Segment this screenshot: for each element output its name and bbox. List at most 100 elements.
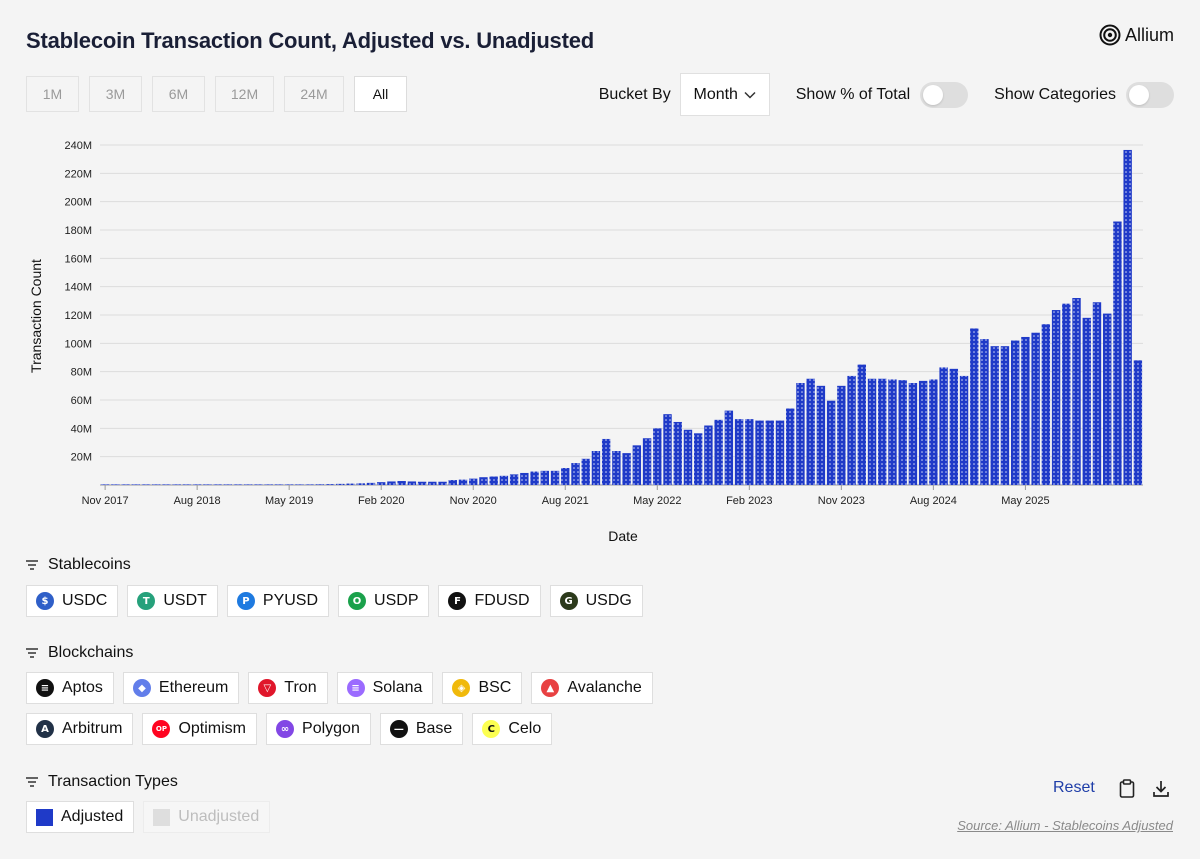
blockchain-chip-arbitrum[interactable]: A Arbitrum [26, 713, 134, 745]
stablecoin-chip-usdt[interactable]: T USDT [127, 585, 218, 617]
bar[interactable] [980, 339, 989, 485]
bar[interactable] [888, 379, 897, 485]
bar[interactable] [377, 482, 386, 485]
bar[interactable] [622, 453, 631, 485]
bar[interactable] [683, 429, 693, 485]
bar[interactable] [203, 484, 212, 485]
bar[interactable] [908, 383, 918, 485]
bar[interactable] [591, 451, 601, 485]
bar[interactable] [939, 367, 948, 485]
show-pct-toggle[interactable] [920, 81, 969, 108]
bar[interactable] [929, 379, 938, 485]
bar[interactable] [121, 484, 130, 485]
bar[interactable] [479, 477, 488, 485]
bar[interactable] [489, 476, 498, 486]
blockchain-chip-polygon[interactable]: ∞ Polygon [266, 713, 371, 745]
bar[interactable] [397, 481, 406, 485]
bar[interactable] [673, 421, 682, 485]
bar[interactable] [530, 471, 539, 485]
bar[interactable] [1103, 313, 1112, 485]
bar[interactable] [1031, 332, 1040, 485]
source-link[interactable]: Source: Allium - Stablecoins Adjusted [957, 818, 1173, 833]
blockchains-section-header[interactable]: Blockchains [26, 644, 133, 662]
stablecoin-chip-fdusd[interactable]: F FDUSD [438, 585, 541, 617]
bucket-by-select[interactable]: Month [679, 73, 770, 116]
bar[interactable] [325, 484, 335, 485]
bar[interactable] [1062, 303, 1071, 485]
bar[interactable] [366, 482, 376, 485]
show-categories-toggle[interactable] [1126, 81, 1174, 108]
blockchain-chip-base[interactable]: — Base [379, 713, 464, 745]
bar[interactable] [786, 408, 795, 486]
bar[interactable] [192, 484, 202, 485]
bar[interactable] [438, 481, 447, 485]
bar[interactable] [1010, 340, 1020, 486]
bar[interactable] [581, 458, 590, 485]
bar[interactable] [826, 400, 836, 485]
bar[interactable] [1041, 324, 1051, 485]
stablecoins-section-header[interactable]: Stablecoins [26, 556, 131, 574]
bar[interactable] [878, 378, 887, 485]
bar[interactable] [346, 483, 355, 485]
bar[interactable] [734, 419, 744, 485]
bar[interactable] [295, 484, 304, 485]
reset-button[interactable]: Reset [1053, 779, 1095, 796]
bar[interactable] [499, 475, 509, 485]
legend-adjusted-chip[interactable]: Adjusted [26, 801, 135, 833]
bar[interactable] [970, 328, 979, 485]
blockchain-chip-avalanche[interactable]: ▲ Avalanche [531, 672, 653, 704]
bar[interactable] [213, 484, 222, 485]
bar[interactable] [1092, 302, 1102, 485]
range-6m-button[interactable]: 6M [152, 76, 205, 112]
clipboard-icon[interactable] [1118, 779, 1136, 798]
bar[interactable] [857, 364, 866, 485]
blockchain-chip-aptos[interactable]: ≡ Aptos [26, 672, 114, 704]
bar[interactable] [745, 419, 754, 485]
bar[interactable] [305, 484, 314, 485]
bar[interactable] [509, 474, 519, 485]
bar[interactable] [152, 484, 161, 485]
transaction-types-section-header[interactable]: Transaction Types [26, 773, 178, 791]
bar[interactable] [387, 481, 396, 485]
bar[interactable] [898, 380, 907, 485]
bar[interactable] [131, 484, 140, 485]
bar[interactable] [315, 484, 325, 485]
bar[interactable] [816, 385, 826, 485]
bar[interactable] [1113, 221, 1122, 486]
bar[interactable] [550, 470, 560, 485]
bar[interactable] [918, 380, 928, 485]
bar[interactable] [1072, 298, 1081, 485]
bar[interactable] [612, 451, 621, 485]
stablecoin-chip-pyusd[interactable]: P PYUSD [226, 585, 330, 617]
bar[interactable] [111, 484, 120, 485]
bar[interactable] [100, 484, 110, 485]
range-12m-button[interactable]: 12M [215, 76, 274, 112]
bar[interactable] [520, 472, 529, 485]
bar[interactable] [428, 481, 437, 485]
bar[interactable] [284, 484, 294, 485]
bar[interactable] [336, 483, 345, 485]
bar[interactable] [223, 484, 233, 485]
bar[interactable] [162, 484, 171, 485]
bar[interactable] [264, 484, 273, 485]
stablecoin-chip-usdc[interactable]: $ USDC [26, 585, 119, 617]
bar[interactable] [632, 445, 642, 485]
stablecoin-chip-usdp[interactable]: O USDP [338, 585, 430, 617]
bar[interactable] [458, 479, 468, 485]
blockchain-chip-tron[interactable]: ▽ Tron [248, 672, 328, 704]
bar[interactable] [172, 484, 181, 485]
legend-unadjusted-chip[interactable]: Unadjusted [143, 801, 271, 833]
bar[interactable] [653, 428, 662, 485]
bar[interactable] [1051, 310, 1061, 485]
bar[interactable] [571, 463, 580, 485]
bar[interactable] [274, 484, 284, 485]
bar[interactable] [561, 468, 570, 485]
bar[interactable] [949, 368, 959, 485]
bar[interactable] [796, 383, 805, 485]
bar[interactable] [642, 438, 652, 485]
bar[interactable] [469, 478, 478, 485]
bar[interactable] [417, 481, 427, 485]
bar[interactable] [1082, 317, 1091, 485]
bar[interactable] [1021, 336, 1030, 485]
bar[interactable] [704, 425, 713, 486]
